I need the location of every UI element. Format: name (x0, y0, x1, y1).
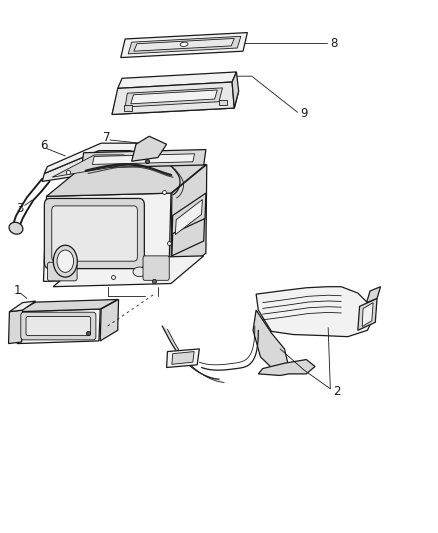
Polygon shape (172, 193, 206, 241)
Ellipse shape (53, 245, 78, 277)
Ellipse shape (180, 42, 188, 46)
Text: 2: 2 (333, 385, 341, 398)
Polygon shape (131, 90, 217, 104)
Polygon shape (81, 150, 206, 168)
Ellipse shape (9, 222, 23, 234)
Polygon shape (134, 38, 234, 51)
Polygon shape (362, 303, 373, 327)
FancyBboxPatch shape (44, 198, 145, 269)
Polygon shape (128, 36, 241, 54)
Polygon shape (92, 154, 194, 165)
Ellipse shape (57, 250, 74, 272)
Polygon shape (175, 199, 202, 235)
Polygon shape (172, 352, 194, 365)
Polygon shape (100, 300, 119, 341)
Polygon shape (253, 310, 289, 374)
Bar (124, 106, 132, 111)
Text: 3: 3 (17, 201, 24, 214)
Polygon shape (112, 82, 234, 115)
Polygon shape (9, 310, 22, 344)
Polygon shape (52, 155, 147, 177)
Polygon shape (53, 256, 204, 287)
Polygon shape (44, 143, 163, 173)
Polygon shape (118, 72, 237, 88)
Polygon shape (358, 298, 377, 330)
FancyBboxPatch shape (26, 317, 91, 336)
FancyBboxPatch shape (21, 312, 96, 340)
Bar (219, 100, 227, 106)
Polygon shape (18, 300, 118, 312)
Text: 8: 8 (330, 37, 338, 50)
Text: 1: 1 (14, 284, 21, 297)
Polygon shape (10, 301, 35, 312)
Polygon shape (256, 287, 374, 337)
Polygon shape (46, 165, 206, 196)
Polygon shape (42, 151, 158, 181)
FancyBboxPatch shape (47, 262, 77, 281)
FancyBboxPatch shape (52, 206, 138, 261)
Polygon shape (43, 193, 171, 281)
Text: 6: 6 (40, 139, 47, 152)
Polygon shape (132, 136, 166, 161)
Polygon shape (171, 165, 207, 278)
Polygon shape (162, 326, 224, 382)
Polygon shape (367, 287, 381, 303)
Polygon shape (172, 219, 205, 256)
Ellipse shape (133, 267, 146, 277)
Polygon shape (258, 360, 315, 375)
Polygon shape (112, 91, 239, 115)
Polygon shape (166, 349, 199, 368)
Text: 9: 9 (300, 107, 307, 120)
Text: 7: 7 (102, 131, 110, 144)
Polygon shape (17, 309, 100, 344)
Polygon shape (232, 72, 239, 108)
Polygon shape (125, 88, 223, 107)
FancyBboxPatch shape (143, 256, 169, 280)
Polygon shape (121, 33, 247, 58)
